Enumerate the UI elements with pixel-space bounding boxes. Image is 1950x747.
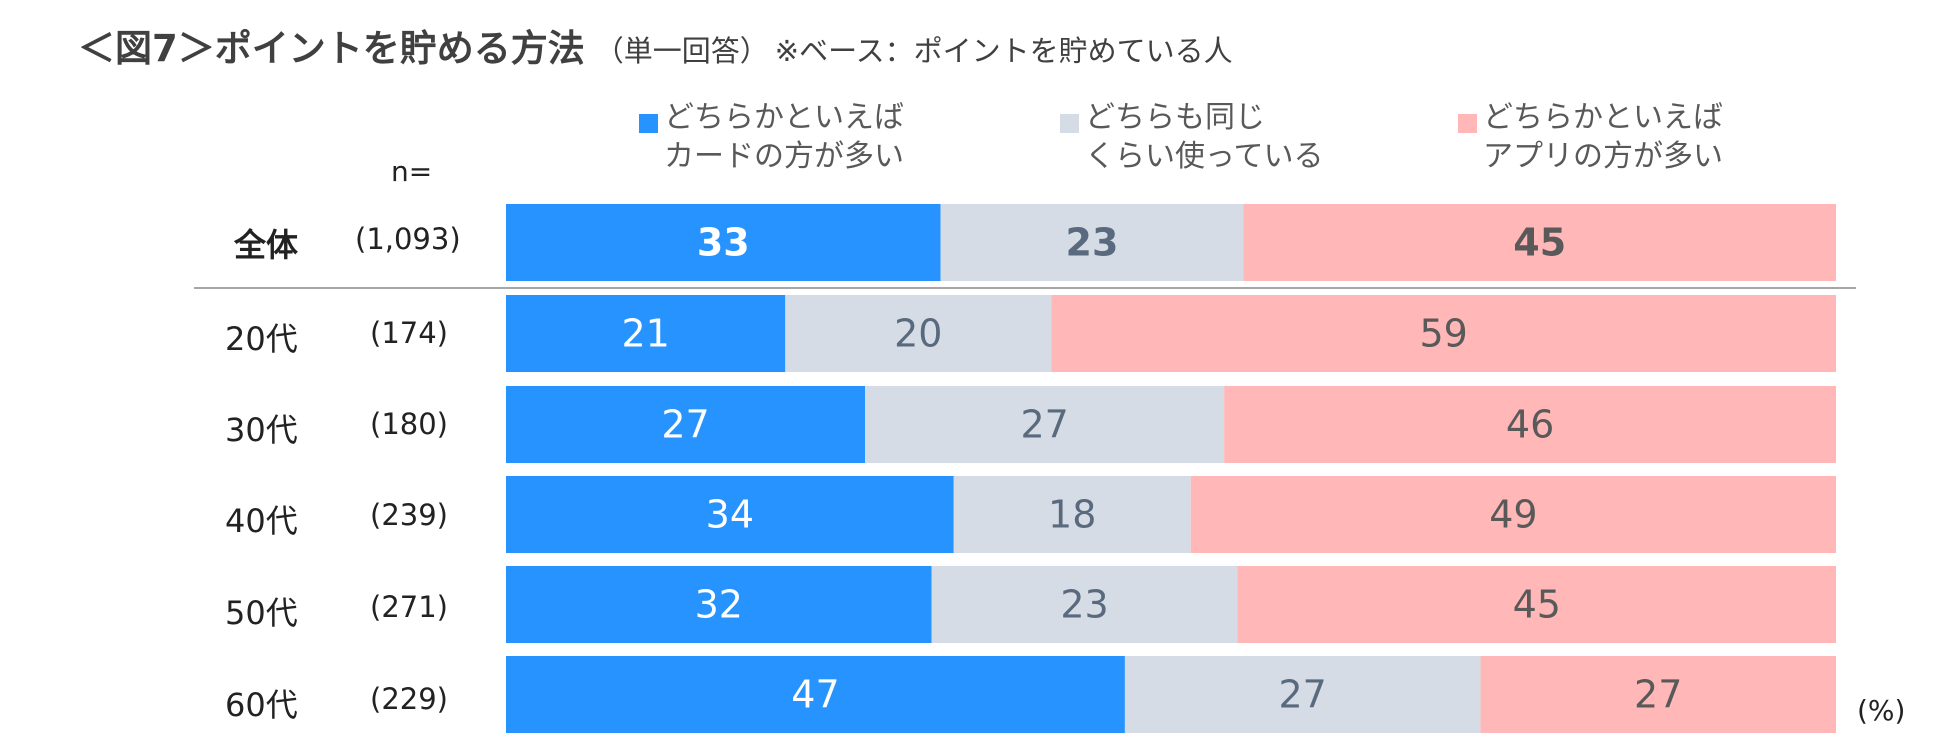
data-label-card-row-5: 47 bbox=[791, 673, 839, 717]
chart-title-sub: （単一回答） bbox=[594, 34, 769, 68]
bar-same-row-5 bbox=[1124, 656, 1481, 733]
row-label-60s: 60代 bbox=[225, 686, 298, 724]
data-label-same-row-3: 18 bbox=[1048, 493, 1096, 537]
bar-app-row-5 bbox=[1480, 656, 1836, 733]
row-n-40s: (239) bbox=[370, 498, 448, 532]
bar-app-row-2 bbox=[1224, 386, 1836, 463]
divider-line bbox=[194, 287, 1856, 289]
chart-title-main: ＜図7＞ポイントを貯める方法 bbox=[78, 27, 585, 70]
data-label-app-row-1: 59 bbox=[1419, 312, 1467, 356]
legend-swatch-card bbox=[639, 114, 658, 133]
bar-card-row-5 bbox=[506, 656, 1125, 733]
bar-same-row-0 bbox=[940, 204, 1244, 281]
data-label-app-row-0: 45 bbox=[1513, 221, 1566, 265]
row-label-40s: 40代 bbox=[225, 502, 298, 540]
data-label-same-row-1: 20 bbox=[894, 312, 942, 356]
bar-same-row-4 bbox=[931, 566, 1238, 643]
row-label-total: 全体 bbox=[234, 226, 299, 264]
data-label-same-row-4: 23 bbox=[1060, 583, 1108, 627]
data-label-app-row-5: 27 bbox=[1634, 673, 1682, 717]
legend-app-line-2: アプリの方が多い bbox=[1483, 139, 1723, 174]
row-label-20s: 20代 bbox=[225, 320, 298, 358]
bar-card-row-4 bbox=[506, 566, 932, 643]
legend-text-app: どちらかといえば アプリの方が多い bbox=[1483, 98, 1723, 176]
row-n-20s: (174) bbox=[370, 316, 448, 350]
bar-card-row-3 bbox=[506, 476, 954, 553]
legend-swatch-same bbox=[1060, 114, 1079, 133]
row-n-50s: (271) bbox=[370, 590, 448, 624]
data-label-same-row-5: 27 bbox=[1279, 673, 1327, 717]
row-n-60s: (229) bbox=[370, 682, 448, 716]
bar-card-row-2 bbox=[506, 386, 866, 463]
legend-card-line-1: どちらかといえば bbox=[664, 100, 904, 135]
data-label-app-row-2: 46 bbox=[1506, 403, 1554, 447]
unit-label: (%) bbox=[1857, 694, 1906, 727]
data-label-card-row-4: 32 bbox=[695, 583, 743, 627]
row-n-total: (1,093) bbox=[355, 222, 461, 256]
legend-same-line-2: くらい使っている bbox=[1085, 139, 1324, 174]
bar-card-row-0 bbox=[506, 204, 941, 281]
legend-card-line-2: カードの方が多い bbox=[664, 139, 904, 174]
legend-same-line-1: どちらも同じ bbox=[1085, 100, 1265, 135]
legend-text-card: どちらかといえば カードの方が多い bbox=[664, 98, 904, 176]
legend-app-line-1: どちらかといえば bbox=[1483, 100, 1723, 135]
data-label-card-row-3: 34 bbox=[706, 493, 754, 537]
data-label-same-row-0: 23 bbox=[1066, 221, 1119, 265]
data-label-card-row-2: 27 bbox=[661, 403, 709, 447]
bar-same-row-2 bbox=[865, 386, 1225, 463]
bar-app-row-0 bbox=[1243, 204, 1836, 281]
bar-app-row-3 bbox=[1190, 476, 1836, 553]
row-label-50s: 50代 bbox=[225, 594, 298, 632]
data-label-card-row-0: 33 bbox=[697, 221, 750, 265]
chart-title-note: ※ベース：ポイントを貯めている人 bbox=[774, 34, 1233, 68]
bar-same-row-1 bbox=[785, 295, 1052, 372]
bar-card-row-1 bbox=[506, 295, 786, 372]
legend-text-same: どちらも同じ くらい使っている bbox=[1085, 98, 1324, 176]
bar-app-row-1 bbox=[1051, 295, 1836, 372]
bar-same-row-3 bbox=[953, 476, 1191, 553]
bar-app-row-4 bbox=[1237, 566, 1836, 643]
data-label-card-row-1: 21 bbox=[621, 312, 669, 356]
n-header: n= bbox=[391, 155, 433, 188]
row-n-30s: (180) bbox=[370, 407, 448, 441]
data-label-app-row-3: 49 bbox=[1489, 493, 1537, 537]
legend-swatch-app bbox=[1458, 114, 1477, 133]
row-label-30s: 30代 bbox=[225, 411, 298, 449]
data-label-app-row-4: 45 bbox=[1513, 583, 1561, 627]
data-label-same-row-2: 27 bbox=[1020, 403, 1068, 447]
chart-title: ＜図7＞ポイントを貯める方法 （単一回答） ※ベース：ポイントを貯めている人 bbox=[78, 18, 1233, 72]
